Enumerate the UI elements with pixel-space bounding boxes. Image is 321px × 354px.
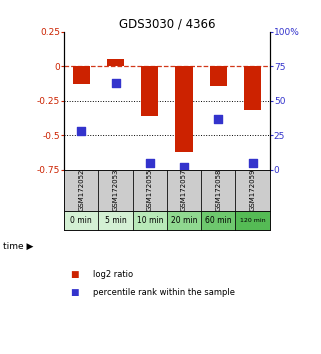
Text: time ▶: time ▶	[3, 241, 34, 251]
Bar	[201, 211, 235, 230]
Bar	[107, 59, 124, 66]
Text: log2 ratio: log2 ratio	[93, 270, 133, 279]
Text: GSM172057: GSM172057	[181, 169, 187, 211]
Text: 5 min: 5 min	[105, 216, 126, 225]
Text: GSM172059: GSM172059	[249, 169, 256, 211]
Title: GDS3030 / 4366: GDS3030 / 4366	[119, 18, 215, 31]
Bar	[99, 211, 133, 230]
Point	[147, 160, 152, 165]
Text: ■: ■	[71, 287, 79, 297]
Point	[181, 164, 187, 170]
Bar	[167, 170, 201, 211]
Text: percentile rank within the sample: percentile rank within the sample	[93, 287, 235, 297]
Point	[113, 80, 118, 86]
Bar	[64, 170, 99, 211]
Bar	[201, 170, 235, 211]
Bar	[133, 170, 167, 211]
Bar	[141, 66, 158, 116]
Text: GSM172055: GSM172055	[147, 169, 153, 211]
Point	[79, 128, 84, 134]
Bar	[167, 211, 201, 230]
Point	[250, 160, 255, 165]
Text: 60 min: 60 min	[205, 216, 231, 225]
Bar	[235, 170, 270, 211]
Bar	[64, 211, 99, 230]
Text: 120 min: 120 min	[240, 218, 265, 223]
Bar	[176, 66, 193, 152]
Bar	[133, 211, 167, 230]
Bar	[235, 211, 270, 230]
Text: 0 min: 0 min	[70, 216, 92, 225]
Text: GSM172053: GSM172053	[113, 169, 118, 211]
Text: GSM172058: GSM172058	[215, 169, 221, 211]
Bar	[73, 66, 90, 84]
Text: 10 min: 10 min	[136, 216, 163, 225]
Bar	[210, 66, 227, 86]
Bar	[244, 66, 261, 110]
Text: GSM172052: GSM172052	[78, 169, 84, 211]
Text: 20 min: 20 min	[171, 216, 197, 225]
Point	[216, 116, 221, 121]
Bar	[99, 170, 133, 211]
Text: ■: ■	[71, 270, 79, 279]
